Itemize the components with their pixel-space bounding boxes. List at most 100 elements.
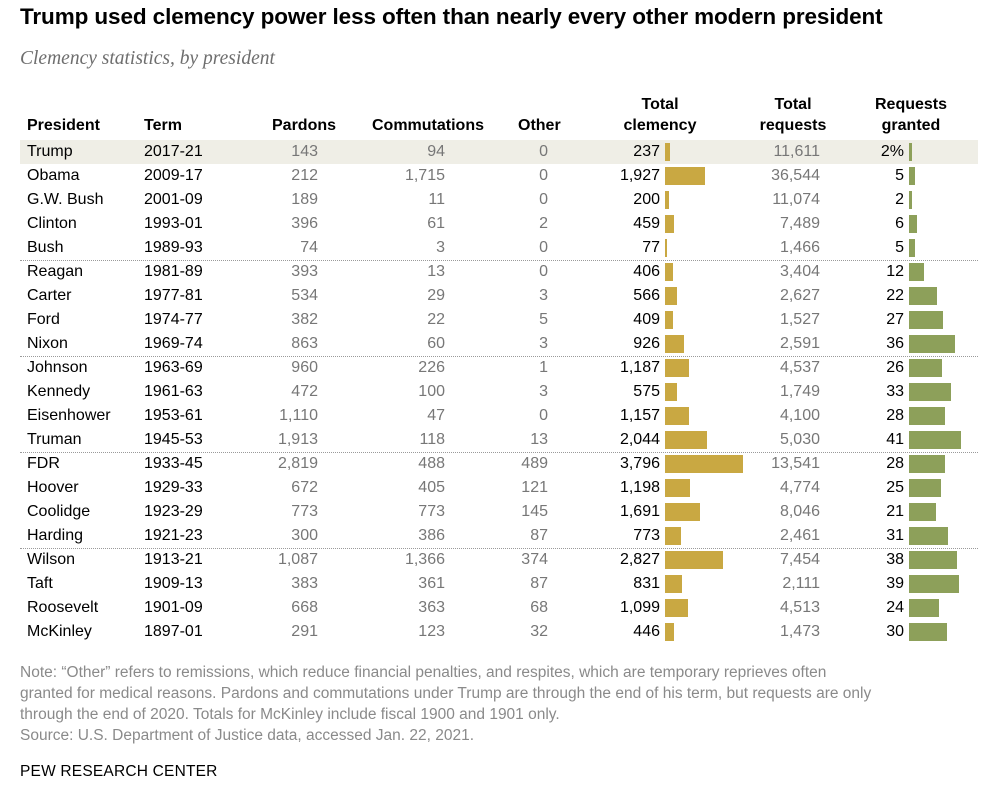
header-total-requests-line2: requests: [759, 117, 827, 134]
total-clemency-value: 200: [633, 191, 660, 208]
total-requests-value: 8,046: [779, 503, 820, 520]
other-value: 121: [521, 479, 548, 496]
other-value: 374: [521, 551, 548, 568]
other-value: 87: [530, 575, 548, 592]
term-years: 1901-09: [144, 599, 203, 616]
table-row: Taft 1909-13 383 361 87 831 2,111 39: [0, 572, 981, 596]
requests-granted-value: 6: [895, 215, 904, 232]
total-requests-value: 5,030: [779, 431, 820, 448]
total-requests-value: 4,100: [779, 407, 820, 424]
total-requests-value: 4,537: [779, 359, 820, 376]
header-requests-granted-line1: Requests: [874, 96, 948, 113]
total-requests-value: 7,489: [779, 215, 820, 232]
other-value: 3: [539, 335, 548, 352]
total-clemency-value: 406: [633, 263, 660, 280]
commutations-value: 100: [418, 383, 445, 400]
requests-granted-bar: [909, 551, 958, 569]
commutations-value: 361: [418, 575, 445, 592]
pardons-value: 534: [291, 287, 318, 304]
total-clemency-value: 2,044: [619, 431, 660, 448]
requests-granted-bar: [909, 455, 945, 473]
requests-granted-value: 38: [886, 551, 904, 568]
commutations-value: 405: [418, 479, 445, 496]
header-pardons: Pardons: [272, 117, 337, 134]
table-row: Obama 2009-17 212 1,715 0 1,927 36,544 5: [0, 164, 981, 188]
note-line-1: Note: “Other” refers to remissions, whic…: [20, 664, 827, 681]
commutations-value: 47: [427, 407, 445, 424]
total-clemency-bar: [665, 215, 675, 233]
total-clemency-bar: [665, 359, 690, 377]
other-value: 0: [539, 167, 548, 184]
total-clemency-bar: [665, 287, 677, 305]
total-clemency-bar: [665, 311, 674, 329]
president-name: Harding: [27, 527, 84, 544]
total-clemency-value: 575: [633, 383, 660, 400]
pardons-value: 1,087: [277, 551, 318, 568]
chart-title: Trump used clemency power less often tha…: [20, 4, 883, 29]
requests-granted-value: 21: [886, 503, 904, 520]
total-clemency-value: 926: [633, 335, 660, 352]
header-total-requests-line1: Total: [774, 96, 812, 113]
table-row: Truman 1945-53 1,913 118 13 2,044 5,030 41: [0, 428, 981, 452]
requests-granted-bar: [909, 215, 917, 233]
total-clemency-bar: [665, 239, 667, 257]
requests-granted-value: 24: [886, 599, 904, 616]
total-clemency-bar: [665, 479, 690, 497]
total-clemency-value: 459: [633, 215, 660, 232]
table-row: Johnson 1963-69 960 226 1 1,187 4,537 26: [0, 356, 981, 380]
president-name: McKinley: [27, 623, 92, 640]
total-requests-value: 1,749: [779, 383, 820, 400]
pardons-value: 672: [291, 479, 318, 496]
table-row: McKinley 1897-01 291 123 32 446 1,473 30: [0, 620, 981, 644]
requests-granted-value: 26: [886, 359, 904, 376]
commutations-value: 61: [427, 215, 445, 232]
requests-granted-bar: [909, 191, 912, 209]
president-name: Nixon: [27, 335, 68, 352]
commutations-value: 22: [427, 311, 445, 328]
pardons-value: 668: [291, 599, 318, 616]
requests-granted-bar: [909, 407, 945, 425]
commutations-value: 13: [427, 263, 445, 280]
pardons-value: 291: [291, 623, 318, 640]
term-years: 2001-09: [144, 191, 203, 208]
table-row: FDR 1933-45 2,819 488 489 3,796 13,541 28: [0, 452, 981, 476]
president-name: Eisenhower: [27, 407, 111, 424]
requests-granted-bar: [909, 311, 944, 329]
requests-granted-bar: [909, 431, 961, 449]
header-total-clemency-line1: Total: [641, 96, 679, 113]
source-line: Source: U.S. Department of Justice data,…: [20, 727, 475, 744]
requests-granted-bar: [909, 167, 916, 185]
total-clemency-value: 237: [633, 143, 660, 160]
term-years: 1929-33: [144, 479, 203, 496]
total-clemency-bar: [665, 455, 743, 473]
commutations-value: 123: [418, 623, 445, 640]
commutations-value: 773: [418, 503, 445, 520]
group-separator: [20, 356, 978, 357]
pew-credit: PEW RESEARCH CENTER: [20, 763, 218, 780]
requests-granted-value: 2: [895, 191, 904, 208]
term-years: 1933-45: [144, 455, 203, 472]
total-clemency-value: 1,157: [619, 407, 660, 424]
total-requests-value: 1,527: [779, 311, 820, 328]
pardons-value: 212: [291, 167, 318, 184]
total-clemency-bar: [665, 551, 724, 569]
total-clemency-bar: [665, 599, 688, 617]
requests-granted-value: 33: [886, 383, 904, 400]
term-years: 1945-53: [144, 431, 203, 448]
commutations-value: 363: [418, 599, 445, 616]
president-name: Clinton: [27, 215, 77, 232]
header-requests-granted-line2: granted: [881, 117, 941, 134]
table-row: Harding 1921-23 300 386 87 773 2,461 31: [0, 524, 981, 548]
other-value: 0: [539, 191, 548, 208]
requests-granted-bar: [909, 599, 940, 617]
total-clemency-value: 1,187: [619, 359, 660, 376]
term-years: 1977-81: [144, 287, 203, 304]
president-name: Kennedy: [27, 383, 91, 400]
other-value: 145: [521, 503, 548, 520]
table-row: Eisenhower 1953-61 1,110 47 0 1,157 4,100 28: [0, 404, 981, 428]
group-separator: [20, 548, 978, 549]
pardons-value: 383: [291, 575, 318, 592]
term-years: 1993-01: [144, 215, 203, 232]
commutations-value: 118: [419, 431, 445, 448]
pardons-value: 382: [291, 311, 318, 328]
